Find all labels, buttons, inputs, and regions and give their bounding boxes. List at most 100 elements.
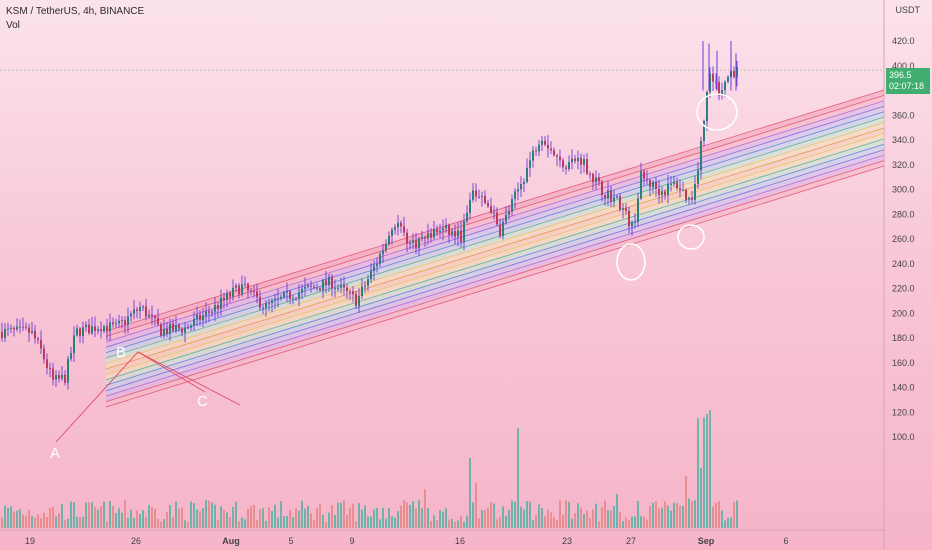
price-tick-label: 100.0 [892, 432, 915, 442]
candle-body [334, 288, 336, 290]
candle-body [541, 140, 543, 145]
volume-bar [493, 503, 495, 528]
candle-body [382, 250, 384, 255]
candle-body [28, 327, 30, 333]
volume-bar [82, 516, 84, 528]
candle-body [73, 335, 75, 354]
volume-bar [208, 500, 210, 528]
volume-bar [139, 514, 141, 528]
candle-body [223, 297, 225, 300]
volume-bar [157, 519, 159, 528]
volume-bar [322, 514, 324, 528]
volume-bar [538, 504, 540, 528]
volume-bar [487, 508, 489, 528]
candle-body [664, 191, 666, 195]
volume-bar [415, 508, 417, 528]
candle-body [268, 303, 270, 305]
channel-band [106, 106, 884, 353]
candle-body [358, 296, 360, 306]
volume-bar [712, 506, 714, 528]
volume-bar [553, 517, 555, 528]
candle-body [193, 319, 195, 326]
candle-body [304, 287, 306, 289]
channel-band [106, 155, 884, 402]
candle-body [25, 326, 27, 328]
candle-body [649, 180, 651, 188]
volume-bar [394, 517, 396, 528]
volume-bar [418, 500, 420, 528]
volume-bar [469, 458, 471, 528]
candle-body [40, 339, 42, 349]
volume-bar [421, 508, 423, 528]
channel-line [105, 154, 885, 397]
candle-body [406, 232, 408, 244]
volume-bar [331, 505, 333, 528]
volume-bar [526, 501, 528, 528]
current-price-value: 396.5 [889, 70, 912, 80]
volume-bar [478, 518, 480, 528]
candle-body [292, 298, 294, 300]
highlight-circle [696, 93, 738, 131]
candle-body [64, 374, 66, 383]
volume-bar [124, 500, 126, 528]
volume-bar [325, 521, 327, 528]
volume-bar [10, 506, 12, 528]
price-tick-label: 260.0 [892, 234, 915, 244]
candle-body [19, 326, 21, 328]
volume-bar [7, 508, 9, 528]
volume-bar [466, 515, 468, 528]
volume-bar [271, 510, 273, 528]
candle-body [658, 188, 660, 196]
volume-bar [247, 508, 249, 528]
candle-body [316, 287, 318, 289]
volume-bar [460, 515, 462, 528]
price-tick-label: 240.0 [892, 259, 915, 269]
candle-body [610, 190, 612, 202]
volume-bar [112, 505, 114, 528]
candle-body [115, 323, 117, 325]
candle-body [733, 71, 735, 77]
volume-bar [490, 501, 492, 528]
channel-band [106, 100, 884, 348]
volume-bar [550, 512, 552, 528]
volume-bar [481, 510, 483, 528]
candle-body [526, 167, 528, 183]
channel-line [105, 127, 885, 370]
candle-body [325, 280, 327, 286]
candle-body [70, 353, 72, 359]
channel-line [105, 116, 885, 359]
volume-bar [304, 508, 306, 528]
candle-body [568, 162, 570, 169]
volume-bar [34, 517, 36, 528]
volume-bar [196, 509, 198, 528]
volume-bar [193, 503, 195, 528]
candle-body [652, 181, 654, 188]
channel-line [105, 149, 885, 392]
candle-body [283, 292, 285, 297]
volume-bar [187, 521, 189, 528]
volume-bar [334, 515, 336, 528]
volume-bar [154, 508, 156, 528]
volume-bar [349, 507, 351, 528]
candle-body [565, 167, 567, 169]
volume-bar [136, 510, 138, 528]
volume-bar [631, 516, 633, 528]
candle-body [643, 171, 645, 179]
candle-body [511, 199, 513, 212]
volume-bar [118, 508, 120, 528]
volume-bar [517, 428, 519, 528]
volume-bar [376, 508, 378, 528]
volume-bar [127, 517, 129, 528]
volume-bar [364, 505, 366, 528]
candle-body [427, 233, 429, 239]
volume-bar [727, 517, 729, 528]
time-tick-label: 19 [25, 536, 35, 546]
volume-bar [358, 503, 360, 528]
volume-bar [385, 518, 387, 528]
volume-bar [370, 516, 372, 528]
candle-body [424, 237, 426, 239]
volume-bar [445, 508, 447, 528]
candle-body [265, 303, 267, 308]
candle-body [238, 285, 240, 294]
